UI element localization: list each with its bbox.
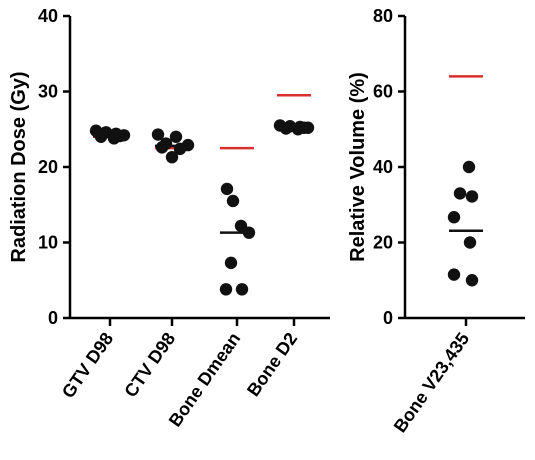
data-point-bone-v23-435	[465, 274, 479, 287]
x-tick-label-bone-dmean: Bone Dmean	[165, 329, 244, 431]
data-point-bone-v23-435	[465, 190, 479, 203]
data-point-bone-v23-435	[447, 268, 461, 281]
dose-panel: Radiation Dose (Gy) 0 10 20 30 40 GTV D98 CTV…	[8, 6, 330, 430]
data-point-bone-dmean	[235, 283, 249, 296]
y-axis-title-dose: Radiation Dose (Gy)	[8, 71, 30, 262]
data-point-bone-v23-435	[462, 160, 476, 174]
y-tick-label: 0	[48, 308, 58, 328]
x-tick-label-bone-d2: Bone D2	[243, 329, 301, 400]
y-tick-label: 60	[373, 82, 393, 102]
data-point-bone-v23-435	[447, 211, 461, 224]
y-axis-title-volume: Relative Volume (%)	[347, 72, 369, 262]
data-point-ctv-d98	[169, 130, 183, 143]
y-tick-label: 10	[38, 233, 58, 253]
volume-marks	[447, 75, 483, 287]
x-tick-label-ctv-d98: CTV D98	[120, 329, 179, 401]
y-tick-label: 30	[38, 82, 58, 102]
data-point-bone-dmean	[219, 283, 233, 296]
y-axis-volume: 0 20 40 60 80	[373, 6, 407, 328]
y-tick-label: 40	[38, 6, 58, 26]
y-tick-label: 20	[373, 233, 393, 253]
data-point-bone-dmean	[220, 182, 234, 196]
data-point-bone-v23-435	[463, 236, 477, 249]
data-point-bone-v23-435	[453, 187, 467, 200]
data-point-ctv-d98	[151, 128, 165, 141]
x-axis-volume: Bone V23,435	[390, 316, 525, 436]
y-tick-label: 20	[38, 157, 58, 177]
y-tick-label: 40	[373, 157, 393, 177]
y-axis-dose: 0 10 20 30 40	[38, 6, 72, 328]
x-tick-label-gtv-d98: GTV D98	[58, 329, 117, 402]
y-tick-label: 0	[383, 308, 393, 328]
data-point-bone-dmean	[226, 194, 240, 208]
data-point-bone-dmean	[224, 256, 238, 270]
volume-panel: Relative Volume (%) 0 20 40 60 80 Bone V23,4…	[347, 6, 525, 436]
y-tick-label: 80	[373, 6, 393, 26]
x-tick-label-bone-v23-435: Bone V23,435	[390, 329, 474, 436]
dose-marks	[89, 94, 315, 296]
data-point-ctv-d98	[165, 150, 179, 164]
data-point-ctv-d98	[155, 141, 169, 154]
